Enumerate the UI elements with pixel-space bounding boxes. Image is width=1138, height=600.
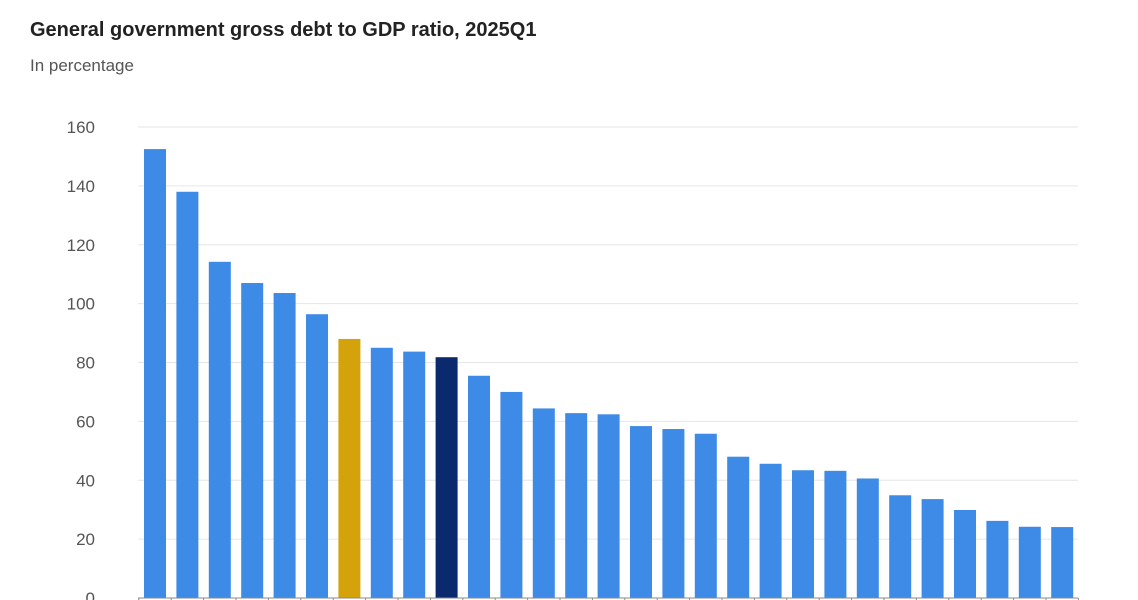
bar[interactable] [500,391,523,598]
y-tick-label: 140 [67,177,95,196]
y-tick-label: 80 [76,354,95,373]
bar[interactable] [792,470,814,598]
bar[interactable] [370,347,393,598]
bar[interactable] [856,478,879,598]
bar[interactable] [662,429,685,598]
bar[interactable] [630,426,652,598]
bar[interactable] [435,357,458,598]
bar[interactable] [727,456,750,598]
bar[interactable] [597,414,620,598]
bar[interactable] [1018,526,1041,598]
bar[interactable] [306,314,328,598]
bar[interactable] [759,463,782,598]
bar[interactable] [824,470,847,598]
bar[interactable] [565,413,588,598]
y-axis-ticks: 0 20 40 60 80 100 120 140 160 [67,118,95,600]
bars [144,149,1074,598]
y-tick-label: 120 [67,236,95,255]
bar[interactable] [954,509,976,598]
y-tick-label: 60 [76,412,95,431]
bar[interactable] [338,338,361,598]
y-tick-label: 40 [76,471,95,490]
bar[interactable] [468,375,490,598]
bar[interactable] [694,433,717,598]
y-tick-label: 100 [67,295,95,314]
x-axis [138,597,1079,600]
chart-subtitle: In percentage [30,56,134,75]
bar[interactable] [273,293,296,598]
bar[interactable] [403,351,426,598]
bar[interactable] [1051,527,1074,598]
bar[interactable] [889,495,912,598]
bar[interactable] [986,520,1009,598]
y-tick-label: 0 [86,589,95,600]
bar[interactable] [176,191,199,598]
chart-title: General government gross debt to GDP rat… [30,19,537,41]
y-tick-label: 20 [76,530,95,549]
bar[interactable] [921,499,944,598]
y-tick-label: 160 [67,118,95,137]
bar[interactable] [532,408,555,598]
bar[interactable] [144,149,166,598]
bar[interactable] [241,283,264,598]
bar[interactable] [208,261,231,598]
